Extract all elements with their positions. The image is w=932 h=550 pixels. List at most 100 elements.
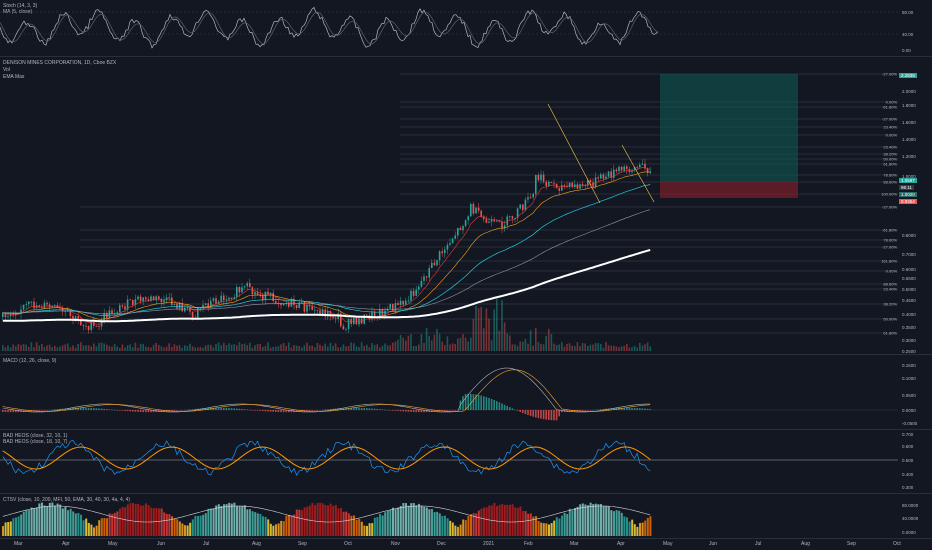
ctsv-bar bbox=[511, 504, 514, 536]
ctsv-bar bbox=[428, 509, 431, 536]
volume-bar bbox=[158, 345, 160, 351]
volume-bar bbox=[225, 345, 228, 351]
volume-bar bbox=[152, 344, 155, 351]
ctsv-bar bbox=[420, 505, 423, 536]
volume-bar bbox=[119, 347, 121, 351]
time-axis[interactable]: Mar Apr May Jun Jul Aug Sep Oct Nov Dec 2021 Feb Mar… bbox=[0, 538, 932, 550]
ctsv-bar bbox=[186, 525, 189, 536]
ctsv-bar bbox=[160, 508, 163, 536]
macd-histogram-bar bbox=[509, 407, 511, 410]
macd-histogram-bar bbox=[392, 410, 394, 411]
candle-body bbox=[446, 244, 449, 250]
candle-body bbox=[43, 302, 46, 309]
candle-body bbox=[20, 309, 22, 314]
ctsv-tick: 40.0000 bbox=[902, 516, 919, 521]
macd-histogram-bar bbox=[519, 410, 521, 412]
ctsv-bar bbox=[308, 505, 311, 536]
pane-divider[interactable] bbox=[0, 56, 932, 57]
candle-body bbox=[451, 238, 454, 244]
volume-bar bbox=[236, 345, 238, 351]
volume-bar bbox=[319, 344, 321, 351]
candle-body bbox=[264, 291, 267, 301]
pane-divider[interactable] bbox=[0, 429, 932, 430]
pane-divider[interactable] bbox=[0, 354, 932, 355]
stoch-plot bbox=[0, 6, 900, 49]
volume-bar bbox=[613, 345, 615, 351]
ctsv-bar bbox=[12, 518, 15, 536]
volume-bar bbox=[280, 344, 282, 351]
ctsv-tick: 0.0000 bbox=[902, 530, 916, 535]
pane-divider[interactable] bbox=[0, 493, 932, 494]
volume-bar bbox=[522, 341, 524, 351]
macd-histogram-bar bbox=[41, 410, 43, 411]
macd-histogram-bar bbox=[129, 410, 131, 412]
volume-bar bbox=[298, 346, 300, 351]
ctsv-bar bbox=[87, 522, 90, 536]
macd-histogram-bar bbox=[384, 409, 386, 411]
ctsv-bar bbox=[93, 527, 95, 536]
volume-bar bbox=[496, 297, 498, 351]
ctsv-bar bbox=[2, 526, 4, 536]
macd-pane[interactable]: MACD (12, 26, close, 9) 0.1500 0.1000 0.… bbox=[0, 355, 932, 429]
volume-bar bbox=[46, 345, 48, 351]
candle-body bbox=[33, 301, 35, 309]
candle-body bbox=[275, 301, 277, 304]
volume-bar bbox=[173, 344, 176, 351]
ctsv-bar bbox=[314, 505, 316, 536]
candle-body bbox=[163, 300, 165, 303]
macd-histogram-bar bbox=[290, 410, 293, 413]
volume-bar bbox=[615, 346, 618, 351]
volume-bar bbox=[15, 346, 17, 351]
candle-body bbox=[15, 313, 17, 316]
candle-body bbox=[594, 177, 597, 187]
volume-bar bbox=[623, 345, 625, 351]
ctsv-bar bbox=[25, 509, 28, 536]
bad-heos-pane[interactable]: BAD HEOS (close, 32, 10, 1) BAD HEOS (cl… bbox=[0, 430, 932, 493]
macd-plot bbox=[0, 367, 898, 421]
volume-bar bbox=[85, 345, 87, 351]
ctsv-bar bbox=[433, 512, 436, 536]
volume-bar bbox=[384, 343, 386, 351]
candle-body bbox=[618, 166, 620, 172]
candle-body bbox=[371, 312, 373, 320]
stoch-pane[interactable]: Stoch (14, 3, 3) MA (5, close) 80.00 40.… bbox=[0, 0, 932, 56]
macd-histogram-bar bbox=[358, 407, 360, 410]
macd-histogram-bar bbox=[373, 408, 376, 410]
ctsv-bar bbox=[241, 506, 244, 536]
volume-bar bbox=[168, 343, 170, 351]
candle-body bbox=[111, 310, 113, 314]
volume-bar bbox=[480, 306, 482, 351]
macd-histogram-bar bbox=[43, 410, 46, 411]
ctsv-bar bbox=[233, 502, 236, 536]
candle-body bbox=[207, 303, 209, 308]
volume-bar bbox=[67, 343, 69, 351]
volume-bar bbox=[306, 342, 308, 351]
ctsv-bar bbox=[301, 510, 303, 536]
macd-histogram-bar bbox=[436, 410, 438, 412]
candle-body bbox=[282, 303, 285, 306]
volume-bar bbox=[399, 334, 402, 351]
volume-bar bbox=[405, 340, 407, 351]
macd-histogram-bar bbox=[485, 397, 488, 410]
price-tick: 0.3500 bbox=[902, 325, 916, 330]
macd-histogram-bar bbox=[542, 410, 545, 420]
volume-bar bbox=[563, 346, 566, 351]
volume-bar bbox=[376, 344, 378, 351]
price-pane[interactable]: DENISON MINES CORPORATION, 1D, Cboe BZX … bbox=[0, 57, 932, 354]
macd-histogram-bar bbox=[59, 408, 61, 410]
ctsv-bar bbox=[74, 513, 77, 536]
candle-body bbox=[470, 203, 472, 217]
volume-bar bbox=[397, 339, 399, 351]
candle-body bbox=[347, 319, 350, 329]
ctsv-bar bbox=[168, 514, 171, 536]
macd-histogram-bar bbox=[405, 410, 407, 412]
ctsv-bar bbox=[33, 508, 36, 536]
ctsv-bar bbox=[145, 503, 147, 536]
bad-tick: 0.700 bbox=[902, 432, 914, 437]
candle-body bbox=[215, 298, 217, 304]
ctsv-pane[interactable]: CTSV (close, 10, 200, MFI, 50, EMA, 30, … bbox=[0, 494, 932, 538]
macd-histogram-bar bbox=[594, 409, 597, 411]
candle-body bbox=[449, 243, 451, 245]
ctsv-bar bbox=[462, 519, 465, 536]
ctsv-bar bbox=[384, 512, 387, 536]
